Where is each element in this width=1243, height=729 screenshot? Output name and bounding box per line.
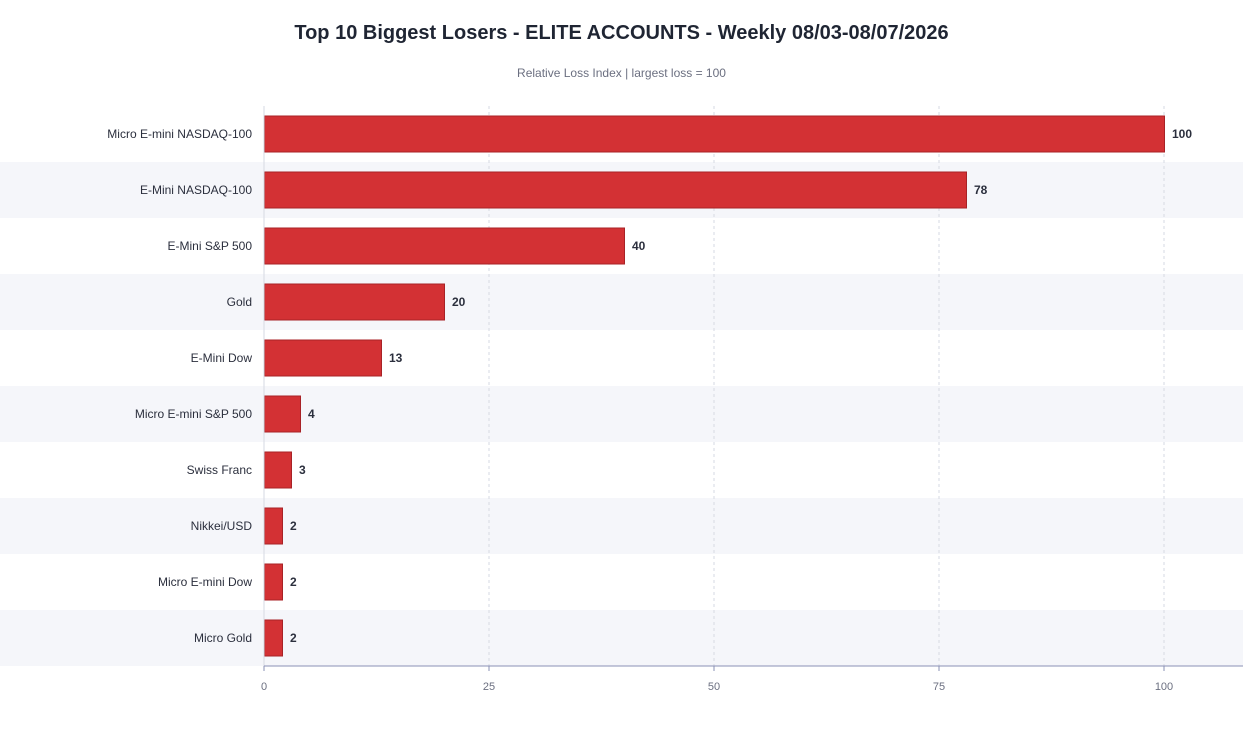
x-tick-label: 75 [933, 681, 945, 693]
chart-title: Top 10 Biggest Losers - ELITE ACCOUNTS -… [294, 22, 949, 44]
category-label: Gold [227, 295, 252, 309]
data-label: 4 [308, 407, 315, 421]
data-label: 2 [290, 519, 297, 533]
bar [264, 619, 283, 657]
bar [264, 115, 1165, 153]
data-label: 2 [290, 575, 297, 589]
x-tick-label: 0 [261, 681, 267, 693]
category-label: E-Mini NASDAQ-100 [140, 183, 252, 197]
data-label: 2 [290, 631, 297, 645]
row-band [0, 386, 1243, 442]
category-label: Micro E-mini Dow [158, 575, 252, 589]
bar [264, 227, 625, 265]
x-axis: 0 25 50 75 100 [261, 106, 1243, 693]
data-label: 100 [1172, 127, 1192, 141]
bar [264, 339, 382, 377]
row-band [0, 274, 1243, 330]
chart-subtitle: Relative Loss Index | largest loss = 100 [517, 66, 726, 80]
data-label: 20 [452, 295, 466, 309]
x-tick-label: 50 [708, 681, 720, 693]
category-label: E-Mini Dow [191, 351, 253, 365]
category-label: E-Mini S&P 500 [168, 239, 253, 253]
row-bands [0, 162, 1243, 666]
category-label: Swiss Franc [187, 463, 252, 477]
data-label: 78 [974, 183, 988, 197]
category-label: Micro E-mini S&P 500 [135, 407, 252, 421]
bar [264, 507, 283, 545]
x-tick-label: 25 [483, 681, 495, 693]
bar [264, 563, 283, 601]
bar [264, 283, 445, 321]
bars: Micro E-mini NASDAQ-100 100 E-Mini NASDAQ-… [107, 115, 1192, 657]
data-label: 3 [299, 463, 306, 477]
data-label: 13 [389, 351, 403, 365]
category-label: Nikkei/USD [191, 519, 253, 533]
row-band [0, 610, 1243, 666]
x-tick-label: 100 [1155, 681, 1173, 693]
category-label: Micro Gold [194, 631, 252, 645]
row-band [0, 498, 1243, 554]
bar [264, 451, 292, 489]
data-label: 40 [632, 239, 646, 253]
bar [264, 171, 967, 209]
bar [264, 395, 301, 433]
category-label: Micro E-mini NASDAQ-100 [107, 127, 252, 141]
